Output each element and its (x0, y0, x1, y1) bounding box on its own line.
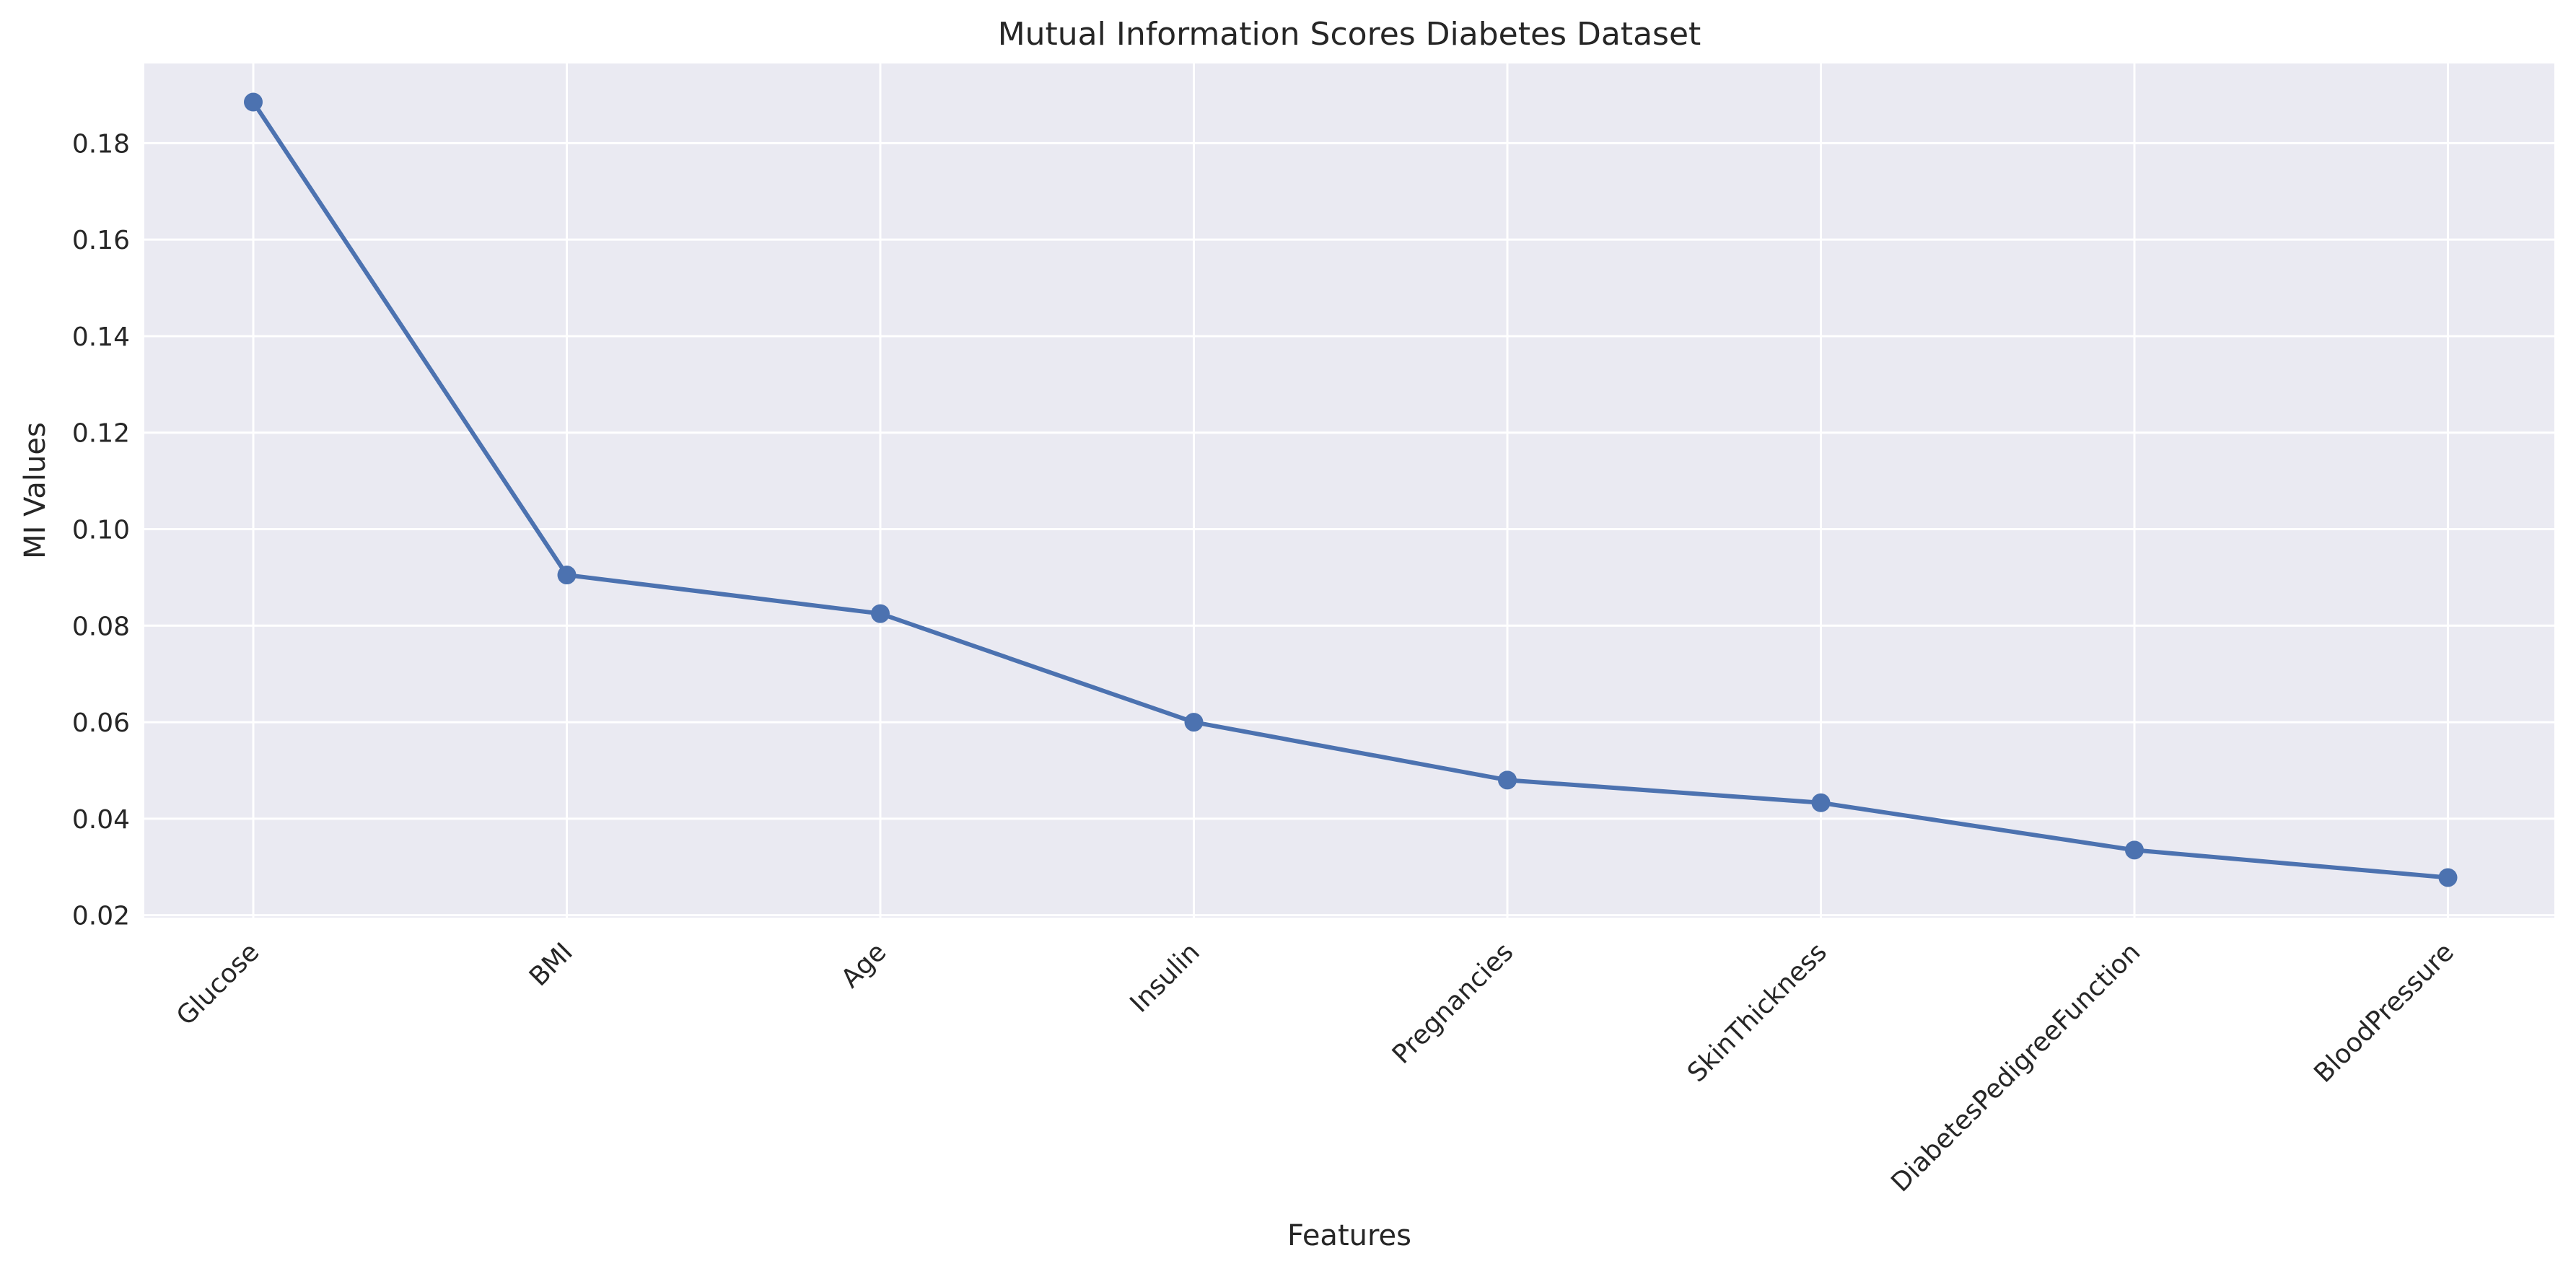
data-point (244, 92, 263, 112)
x-tick-labels: Glucose BMI Age Insulin Pregnancies SkinThick… (171, 937, 2460, 1198)
x-tick-label: Age (836, 937, 892, 993)
data-point (1811, 793, 1831, 812)
series-line (251, 100, 2450, 880)
data-point (1498, 770, 1517, 790)
x-tick-label: SkinThickness (1682, 937, 1833, 1088)
chart-title: Mutual Information Scores Diabetes Datas… (998, 16, 1701, 53)
x-tick-label: BloodPressure (2308, 937, 2460, 1089)
y-tick-label: 0.16 (72, 226, 130, 255)
plot-area (144, 63, 2554, 918)
y-tick-labels: 0.02 0.04 0.06 0.08 0.10 0.12 0.14 0.16 0.18 (72, 129, 130, 931)
y-axis-label: MI Values (19, 422, 52, 559)
x-tick-label: DiabetesPedigreeFunction (1885, 937, 2146, 1198)
data-point (557, 566, 577, 585)
y-tick-label: 0.12 (72, 419, 130, 449)
x-axis-label: Features (1287, 1219, 1411, 1252)
data-series (244, 92, 2458, 887)
y-tick-label: 0.06 (72, 708, 130, 738)
data-point (1184, 713, 1204, 732)
y-tick-label: 0.02 (72, 902, 130, 931)
x-tick-label: BMI (524, 937, 579, 992)
y-tick-label: 0.04 (72, 805, 130, 835)
x-tick-label: Glucose (171, 937, 265, 1031)
x-tick-label: Insulin (1125, 937, 1206, 1018)
data-point (2125, 840, 2144, 860)
data-point (871, 604, 890, 623)
y-tick-label: 0.08 (72, 612, 130, 641)
x-tick-label: Pregnancies (1387, 937, 1519, 1069)
y-tick-label: 0.10 (72, 516, 130, 545)
data-point (2438, 868, 2458, 887)
y-tick-label: 0.18 (72, 129, 130, 159)
y-tick-label: 0.14 (72, 322, 130, 352)
